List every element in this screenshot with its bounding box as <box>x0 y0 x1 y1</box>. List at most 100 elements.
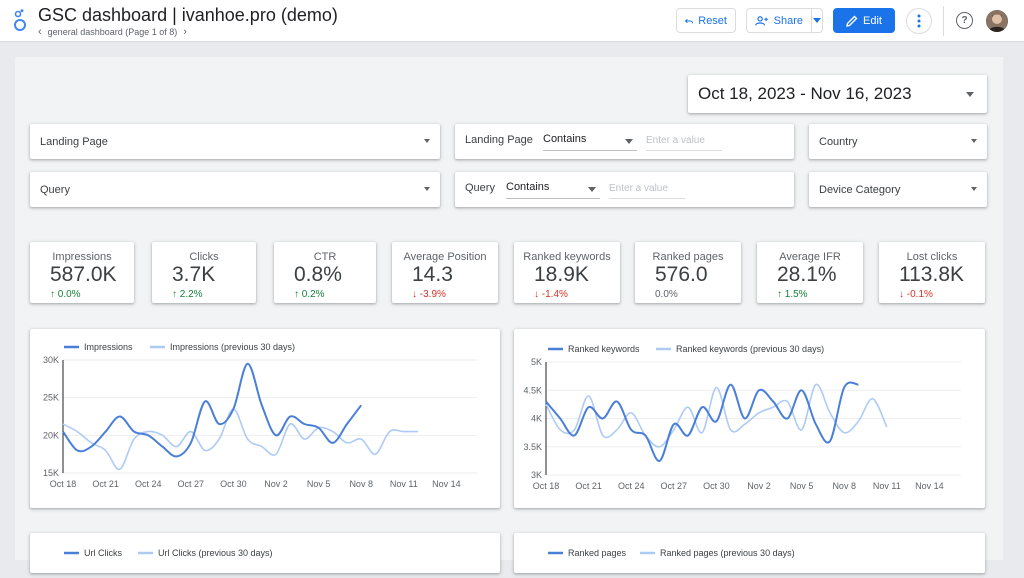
landing-page-dropdown-label: Landing Page <box>40 135 108 148</box>
x-tick-label: Oct 21 <box>92 479 119 489</box>
help-icon[interactable]: ? <box>956 12 973 29</box>
share-label: Share <box>773 14 803 27</box>
kpi-label: Average IFR <box>779 251 841 263</box>
kpi-value: 587.0K <box>50 263 117 286</box>
caret-down-icon <box>971 139 977 143</box>
series-line <box>545 383 888 448</box>
user-avatar-icon <box>986 10 1008 32</box>
x-tick-label: Nov 14 <box>432 479 461 489</box>
reset-button[interactable]: Reset <box>676 8 736 33</box>
x-tick-label: Nov 5 <box>307 479 331 489</box>
kpi-delta: ↑ 0.2% <box>294 289 325 300</box>
query-value-input[interactable]: Enter a value <box>609 181 685 199</box>
operator-select[interactable]: Contains <box>506 181 600 199</box>
kpi-delta: ↑ 0.0% <box>50 289 81 300</box>
page-indicator: general dashboard (Page 1 of 8) <box>47 27 178 37</box>
device-category-label: Device Category <box>819 183 901 196</box>
legend-label: Ranked keywords <box>568 344 640 354</box>
kpi-label: Lost clicks <box>906 251 958 263</box>
kpi-delta: ↑ 2.2% <box>172 289 203 300</box>
kpi-label: Ranked keywords <box>523 251 611 263</box>
more-options-button[interactable] <box>906 8 932 34</box>
caret-down-icon <box>424 187 430 191</box>
y-tick-label: 3K <box>531 470 542 480</box>
report-title: GSC dashboard | ivanhoe.pro (demo) <box>38 5 338 25</box>
caret-down-icon <box>813 18 821 23</box>
operator-value: Contains <box>506 181 550 193</box>
legend-label: Url Clicks <box>84 548 122 558</box>
date-range-picker[interactable]: Oct 18, 2023 - Nov 16, 2023 <box>688 75 987 113</box>
kpi-card: Ranked pages 576.0 0.0% <box>635 242 741 303</box>
x-tick-label: Nov 8 <box>349 479 373 489</box>
chevron-right-icon[interactable]: › <box>183 26 187 38</box>
kpi-card: Average Position 14.3 ↓ -3.9% <box>392 242 498 303</box>
operator-select[interactable]: Contains <box>543 133 637 151</box>
y-tick-label: 4K <box>531 414 542 424</box>
page-navigator: ‹ general dashboard (Page 1 of 8) › <box>38 26 187 38</box>
country-dropdown-label: Country <box>819 135 858 148</box>
url-clicks-chart-card: Url Clicks Url Clicks (previous 30 days) <box>30 533 500 573</box>
landing-page-dropdown[interactable]: Landing Page <box>30 124 440 159</box>
kpi-value: 18.9K <box>534 263 589 286</box>
avatar[interactable] <box>986 10 1008 32</box>
share-button[interactable]: Share <box>746 8 812 33</box>
x-tick-label: Nov 8 <box>832 481 856 491</box>
reset-label: Reset <box>698 14 727 27</box>
ranked-keywords-chart-card: Ranked keywords Ranked keywords (previous… <box>514 329 985 508</box>
legend-label: Impressions (previous 30 days) <box>170 342 295 352</box>
kpi-delta: ↓ -3.9% <box>412 289 446 300</box>
kpi-card: Ranked keywords 18.9K ↓ -1.4% <box>514 242 620 303</box>
pencil-icon <box>846 15 858 27</box>
ranked-keywords-line-chart: Ranked keywords Ranked keywords (previous… <box>523 344 961 491</box>
app-header: GSC dashboard | ivanhoe.pro (demo) ‹ gen… <box>0 0 1024 42</box>
caret-down-icon <box>625 139 633 144</box>
url-clicks-legend: Url Clicks Url Clicks (previous 30 days) <box>64 548 273 558</box>
kpi-delta: 0.0% <box>655 289 678 300</box>
kpi-value: 28.1% <box>777 263 837 286</box>
kpi-card: Lost clicks 113.8K ↓ -0.1% <box>879 242 985 303</box>
landing-page-text-filter: Landing Page Contains Enter a value <box>455 124 794 159</box>
kpi-label: CTR <box>313 251 337 263</box>
device-category-dropdown[interactable]: Device Category <box>809 172 987 207</box>
chevron-left-icon[interactable]: ‹ <box>38 26 42 38</box>
kpi-value: 14.3 <box>412 263 453 286</box>
impressions-chart-card: Impressions Impressions (previous 30 days… <box>30 329 500 508</box>
series-line <box>62 362 362 458</box>
x-tick-label: Nov 5 <box>790 481 814 491</box>
edit-button[interactable]: Edit <box>833 8 895 33</box>
x-tick-label: Oct 30 <box>703 481 730 491</box>
x-tick-label: Nov 2 <box>747 481 771 491</box>
y-tick-label: 4.5K <box>523 385 542 395</box>
caret-down-icon <box>424 139 430 143</box>
kpi-value: 576.0 <box>655 263 708 286</box>
looker-studio-logo-icon <box>14 9 26 31</box>
kpi-label: Clicks <box>189 251 219 263</box>
query-dropdown[interactable]: Query <box>30 172 440 207</box>
operator-value: Contains <box>543 133 587 145</box>
x-tick-label: Nov 2 <box>264 479 288 489</box>
series-line <box>545 381 859 462</box>
country-dropdown[interactable]: Country <box>809 124 987 159</box>
legend-label: Ranked pages <box>568 548 627 558</box>
x-tick-label: Nov 11 <box>390 479 418 489</box>
impressions-line-chart: Impressions Impressions (previous 30 days… <box>43 342 477 489</box>
edit-label: Edit <box>863 14 882 27</box>
x-tick-label: Oct 27 <box>661 481 688 491</box>
y-tick-label: 3.5K <box>523 442 542 452</box>
x-tick-label: Oct 27 <box>178 479 205 489</box>
x-tick-label: Oct 21 <box>575 481 602 491</box>
kpi-card: CTR 0.8% ↑ 0.2% <box>274 242 376 303</box>
kpi-value: 113.8K <box>899 263 964 286</box>
legend-label: Ranked pages (previous 30 days) <box>660 548 795 558</box>
kpi-label: Ranked pages <box>652 251 724 263</box>
more-vert-icon <box>917 14 921 28</box>
kpi-value: 0.8% <box>294 263 342 286</box>
caret-down-icon <box>966 92 974 97</box>
query-filter-label: Query <box>465 182 495 194</box>
kpi-delta: ↓ -1.4% <box>534 289 568 300</box>
landing-page-value-input[interactable]: Enter a value <box>646 133 722 151</box>
y-tick-label: 20K <box>43 430 59 440</box>
kpi-label: Average Position <box>403 251 487 263</box>
kpi-delta: ↓ -0.1% <box>899 289 933 300</box>
share-dropdown-button[interactable] <box>811 8 823 33</box>
